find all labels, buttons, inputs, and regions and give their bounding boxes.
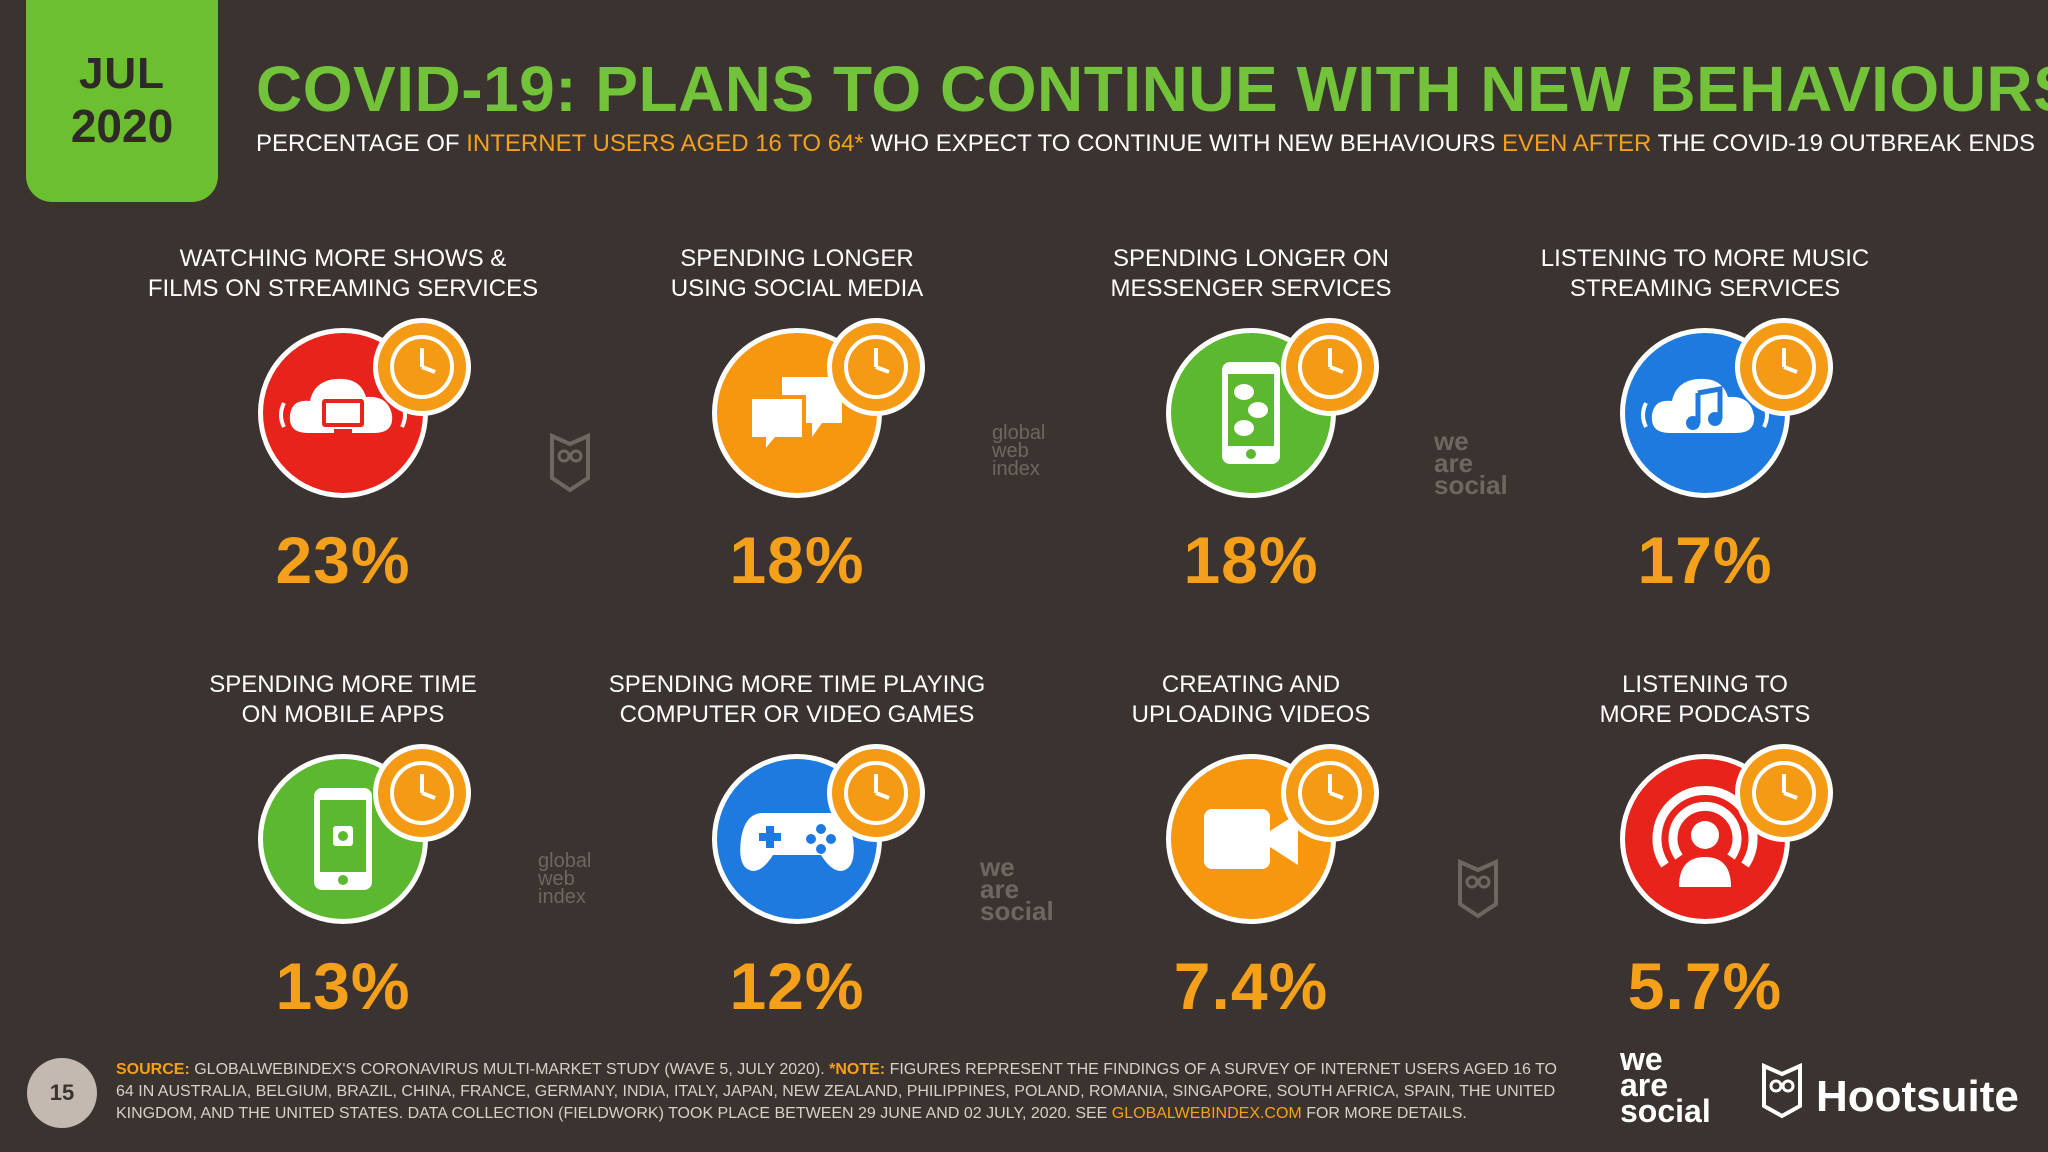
stat-label: WATCHING MORE SHOWS & FILMS ON STREAMING… bbox=[147, 245, 539, 302]
clock-icon bbox=[1281, 744, 1379, 842]
clock-icon bbox=[1735, 318, 1833, 416]
stat-value: 13% bbox=[275, 949, 411, 1023]
stat-card-music-streaming: LISTENING TO MORE MUSIC STREAMING SERVIC… bbox=[1505, 244, 1905, 598]
clock-icon bbox=[373, 744, 471, 842]
was-watermark: we are social bbox=[980, 852, 1054, 926]
logo-word: social bbox=[1620, 1093, 1711, 1129]
gwi-word: web bbox=[538, 868, 575, 890]
stat-icon-group bbox=[1136, 318, 1379, 508]
stat-label: CREATING AND UPLOADING VIDEOS bbox=[1131, 671, 1371, 728]
stat-icon-group bbox=[228, 744, 471, 934]
date-month: JUL bbox=[78, 49, 166, 98]
page-title: COVID-19: PLANS TO CONTINUE WITH NEW BEH… bbox=[256, 53, 2048, 125]
stat-card-podcasts: LISTENING TO MORE PODCASTS 5.7% bbox=[1505, 670, 1905, 1024]
clock-icon bbox=[1281, 318, 1379, 416]
subtitle-part-3: THE COVID-19 OUTBREAK ENDS bbox=[1651, 130, 2036, 157]
was-word: social bbox=[980, 896, 1054, 926]
stat-card-streaming-shows: WATCHING MORE SHOWS & FILMS ON STREAMING… bbox=[143, 244, 543, 598]
stat-value: 12% bbox=[729, 949, 865, 1023]
stat-value: 7.4% bbox=[1173, 949, 1329, 1023]
stat-card-uploading-videos: CREATING AND UPLOADING VIDEOS 7.4% bbox=[1051, 670, 1451, 1024]
stat-icon-group bbox=[1136, 744, 1379, 934]
we-are-social-logo: we are social bbox=[1620, 1041, 1711, 1129]
hootsuite-wordmark: Hootsuite bbox=[1816, 1071, 2019, 1121]
stat-card-messenger: SPENDING LONGER ON MESSENGER SERVICES 18… bbox=[1051, 244, 1451, 598]
stat-icon-group bbox=[1590, 744, 1833, 934]
was-word: are bbox=[1434, 448, 1474, 478]
was-word: are bbox=[980, 874, 1020, 904]
stat-card-video-games: SPENDING MORE TIME PLAYING COMPUTER OR V… bbox=[597, 670, 997, 1024]
page-number: 15 bbox=[27, 1058, 97, 1128]
owl-icon bbox=[1760, 1062, 1804, 1131]
clock-icon bbox=[373, 318, 471, 416]
hootsuite-logo: Hootsuite bbox=[1760, 1062, 2019, 1131]
stat-label: LISTENING TO MORE PODCASTS bbox=[1599, 671, 1811, 728]
stat-label: LISTENING TO MORE MUSIC STREAMING SERVIC… bbox=[1540, 245, 1870, 302]
stat-icon-group bbox=[682, 318, 925, 508]
stat-value: 18% bbox=[1183, 523, 1319, 597]
stat-label: SPENDING MORE TIME ON MOBILE APPS bbox=[209, 671, 477, 728]
note-text: FIGURES REPRESENT THE FINDINGS OF A SURV… bbox=[116, 1061, 1557, 1122]
stat-label: SPENDING LONGER ON MESSENGER SERVICES bbox=[1110, 245, 1392, 302]
stat-icon-group bbox=[1590, 318, 1833, 508]
was-word: we bbox=[1434, 426, 1469, 456]
source-text: GLOBALWEBINDEX'S CORONAVIRUS MULTI-MARKE… bbox=[189, 1061, 830, 1078]
logo-word: are bbox=[1620, 1067, 1669, 1103]
was-word: social bbox=[1434, 470, 1508, 500]
gwi-word: index bbox=[538, 886, 586, 908]
logo-word: we bbox=[1620, 1041, 1663, 1077]
stat-card-mobile-apps: SPENDING MORE TIME ON MOBILE APPS 13% bbox=[143, 670, 543, 1024]
source-label: SOURCE: bbox=[116, 1061, 190, 1078]
stat-label: SPENDING MORE TIME PLAYING COMPUTER OR V… bbox=[608, 671, 986, 728]
note-label: *NOTE: bbox=[829, 1061, 886, 1078]
stat-icon-group bbox=[228, 318, 471, 508]
stat-value: 18% bbox=[729, 523, 865, 597]
was-watermark: we are social bbox=[1434, 426, 1508, 500]
gwi-watermark: global web index bbox=[538, 850, 592, 908]
was-word: we bbox=[980, 852, 1015, 882]
subtitle-part-1: PERCENTAGE OF bbox=[256, 130, 467, 157]
gwi-word: index bbox=[992, 458, 1040, 480]
subtitle-part-2: WHO EXPECT TO CONTINUE WITH NEW BEHAVIOU… bbox=[863, 130, 1503, 157]
clock-icon bbox=[1735, 744, 1833, 842]
gwi-watermark: global web index bbox=[992, 422, 1046, 480]
stat-value: 23% bbox=[275, 523, 411, 597]
clock-icon bbox=[827, 744, 925, 842]
stat-icon-group bbox=[682, 744, 925, 934]
gwi-word: web bbox=[992, 440, 1029, 462]
hootsuite-owl-watermark bbox=[548, 432, 592, 496]
stat-card-social-media: SPENDING LONGER USING SOCIAL MEDIA 18% bbox=[597, 244, 997, 598]
speech-bubbles-icon bbox=[712, 328, 882, 498]
hootsuite-owl-watermark bbox=[1456, 858, 1500, 922]
stat-value: 17% bbox=[1637, 523, 1773, 597]
stat-value: 5.7% bbox=[1627, 949, 1783, 1023]
source-end-text: FOR MORE DETAILS. bbox=[1301, 1105, 1467, 1122]
source-link[interactable]: GLOBALWEBINDEX.COM bbox=[1111, 1105, 1302, 1122]
page-subtitle: PERCENTAGE OF INTERNET USERS AGED 16 TO … bbox=[256, 130, 2035, 158]
gwi-word: global bbox=[538, 850, 592, 872]
date-tab: JUL 2020 bbox=[26, 0, 218, 202]
stat-label: SPENDING LONGER USING SOCIAL MEDIA bbox=[670, 245, 924, 302]
subtitle-highlight-1: INTERNET USERS AGED 16 TO 64* bbox=[466, 130, 864, 157]
subtitle-highlight-2: EVEN AFTER bbox=[1502, 130, 1652, 157]
date-year: 2020 bbox=[70, 100, 174, 152]
source-note: SOURCE: GLOBALWEBINDEX'S CORONAVIRUS MUL… bbox=[116, 1059, 1576, 1125]
gwi-word: global bbox=[992, 422, 1046, 444]
clock-icon bbox=[827, 318, 925, 416]
